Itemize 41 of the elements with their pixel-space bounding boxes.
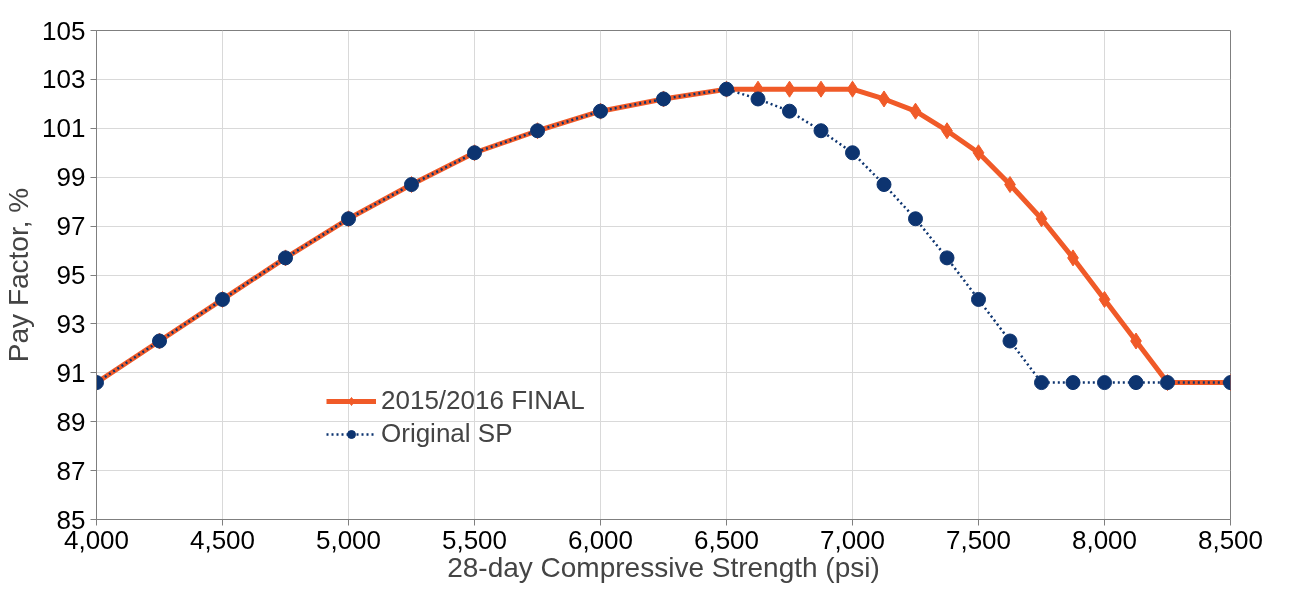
y-tick-label: 93 [56,308,86,339]
point [971,291,986,307]
x-tick-label: 6,000 [567,524,634,555]
point [782,103,797,119]
point [1097,375,1112,391]
x-tick-label: 5,000 [315,524,382,555]
point [783,80,796,98]
point [1098,290,1111,308]
y-axis-title: Pay Factor, % [3,187,35,363]
point [908,211,923,227]
point [846,80,859,98]
x-tick-label: 7,000 [819,524,886,555]
y-tick-label: 103 [42,64,86,95]
y-tick-label: 97 [56,211,86,242]
y-tick-label: 99 [56,162,86,193]
point [939,250,955,266]
y-tick-label: 89 [56,406,86,437]
point [845,145,860,161]
legend-label: 2015/2016 FINAL [381,385,585,416]
y-tick-label: 105 [42,15,86,46]
point [972,144,985,162]
x-tick-label: 5,500 [441,524,508,555]
x-tick-label: 6,500 [693,524,760,555]
y-tick-label: 87 [56,455,86,486]
point [813,123,829,139]
point [1002,333,1018,349]
point [1034,375,1049,391]
point [1035,210,1048,228]
y-tick-label: 101 [42,113,86,144]
legend-label: Original SP [381,418,513,449]
point [909,102,922,120]
x-tick-label: 7,500 [945,524,1012,555]
point [876,177,892,193]
y-tick-label: 91 [56,357,86,388]
x-tick-label: 8,500 [1197,524,1264,555]
x-tick-label: 4,500 [189,524,256,555]
point [750,91,766,107]
x-tick-label: 8,000 [1071,524,1138,555]
point [1065,375,1081,391]
point [1128,375,1144,391]
y-tick-label: 95 [56,260,86,290]
